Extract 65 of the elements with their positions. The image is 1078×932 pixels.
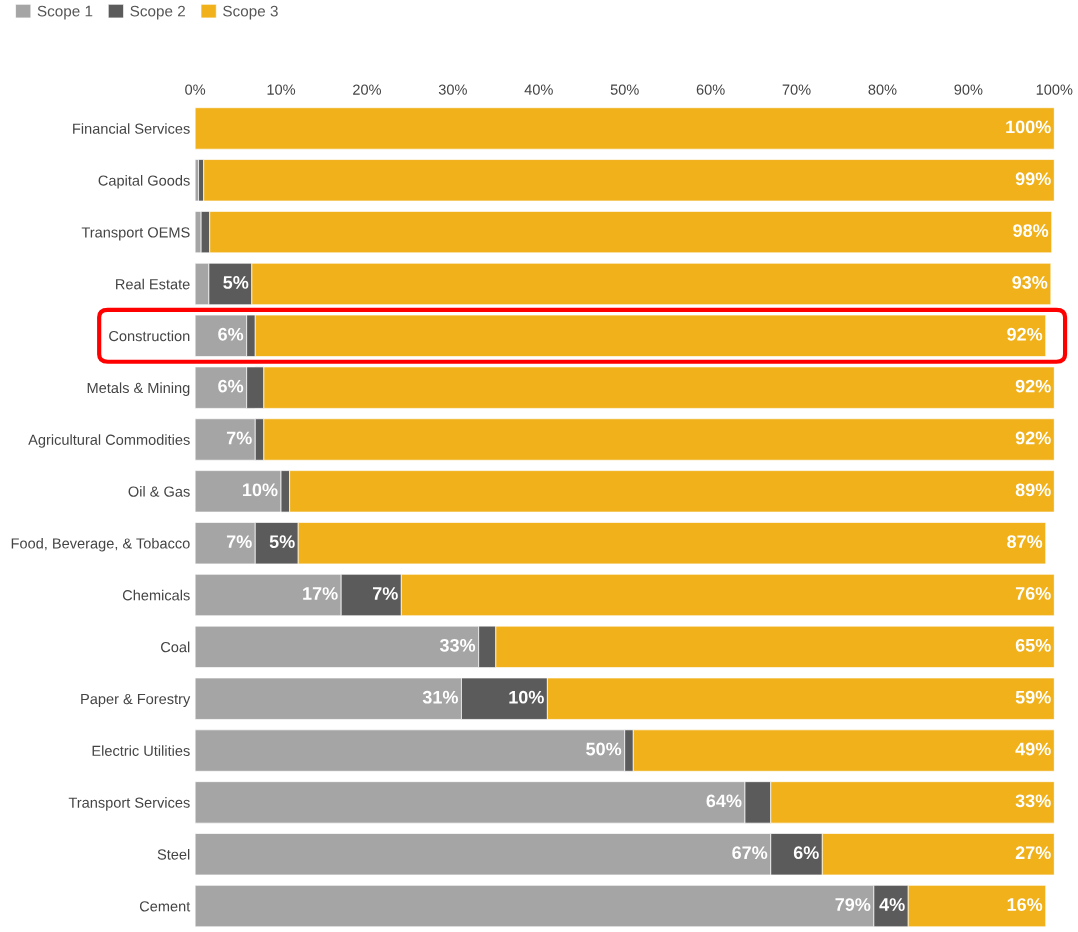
y-tick-label: Chemicals xyxy=(122,589,190,601)
data-label: 6% xyxy=(218,379,244,393)
data-label: 4% xyxy=(879,898,905,911)
data-label: 10% xyxy=(509,690,544,704)
data-label: 59% xyxy=(1015,690,1051,704)
x-tick-label: 10% xyxy=(267,84,296,95)
x-tick-label: 90% xyxy=(954,84,983,95)
data-label: 5% xyxy=(223,276,249,289)
y-tick-label: Food, Beverage, & Tobacco xyxy=(11,537,190,552)
y-tick-label: Capital Goods xyxy=(98,175,190,189)
data-label: 79% xyxy=(835,898,871,911)
x-tick-label: 80% xyxy=(868,84,897,95)
data-label: 31% xyxy=(422,690,458,704)
data-label: 5% xyxy=(269,535,295,549)
y-tick-label: Financial Services xyxy=(73,123,190,134)
x-tick-label: 100% xyxy=(1036,84,1073,95)
data-label: 33% xyxy=(1015,794,1051,808)
y-tick-label: Construction xyxy=(109,330,190,342)
data-label: 7% xyxy=(226,431,252,445)
y-tick-label: Agricultural Commodities xyxy=(28,434,190,448)
bar xyxy=(195,107,1055,150)
data-label: 7% xyxy=(226,535,252,548)
data-label: 7% xyxy=(372,587,398,600)
data-label: 50% xyxy=(586,742,622,756)
x-tick-label: 20% xyxy=(353,84,382,95)
data-label: 92% xyxy=(1015,379,1051,393)
y-tick-label: Steel xyxy=(157,848,190,860)
y-tick-label: Transport Services xyxy=(68,797,190,811)
data-label: 93% xyxy=(1012,276,1048,289)
y-tick-label: Cement xyxy=(139,901,191,912)
data-label: 10% xyxy=(243,483,278,497)
legend-label: Scope 1 xyxy=(37,5,93,20)
data-label: 49% xyxy=(1015,742,1051,756)
x-tick-label: 70% xyxy=(782,84,811,95)
y-tick-label: Coal xyxy=(161,641,190,653)
y-tick-label: Electric Utilities xyxy=(92,745,190,756)
data-label: 16% xyxy=(1007,898,1043,911)
y-tick-label: Oil & Gas xyxy=(128,486,190,497)
y-tick-label: Metals & Mining xyxy=(87,382,190,396)
x-tick-label: 50% xyxy=(610,84,639,95)
data-label: 89% xyxy=(1015,483,1051,497)
data-label: 99% xyxy=(1015,172,1051,186)
data-label: 27% xyxy=(1015,846,1051,860)
x-tick-label: 0% xyxy=(185,84,206,95)
data-label: 6% xyxy=(218,327,244,341)
data-label: 98% xyxy=(1013,224,1049,237)
data-label: 6% xyxy=(793,846,819,860)
data-label: 100% xyxy=(1006,120,1051,134)
data-label: 92% xyxy=(1007,327,1043,341)
data-label: 64% xyxy=(706,794,742,808)
x-tick-label: 30% xyxy=(438,84,467,95)
data-label: 87% xyxy=(1007,535,1043,549)
y-tick-label: Real Estate xyxy=(116,278,190,290)
y-tick-label: Paper & Forestry xyxy=(81,693,191,708)
data-label: 67% xyxy=(732,846,768,860)
x-tick-label: 60% xyxy=(696,84,725,95)
legend-label: Scope 3 xyxy=(223,5,278,20)
legend-label: Scope 2 xyxy=(130,5,185,20)
data-label: 65% xyxy=(1015,638,1051,652)
y-tick-label: Transport OEMS xyxy=(81,227,190,241)
data-label: 33% xyxy=(439,638,476,652)
data-label: 17% xyxy=(303,587,338,600)
data-label: 92% xyxy=(1015,431,1051,445)
data-label: 76% xyxy=(1015,587,1051,600)
x-tick-label: 40% xyxy=(524,84,553,95)
